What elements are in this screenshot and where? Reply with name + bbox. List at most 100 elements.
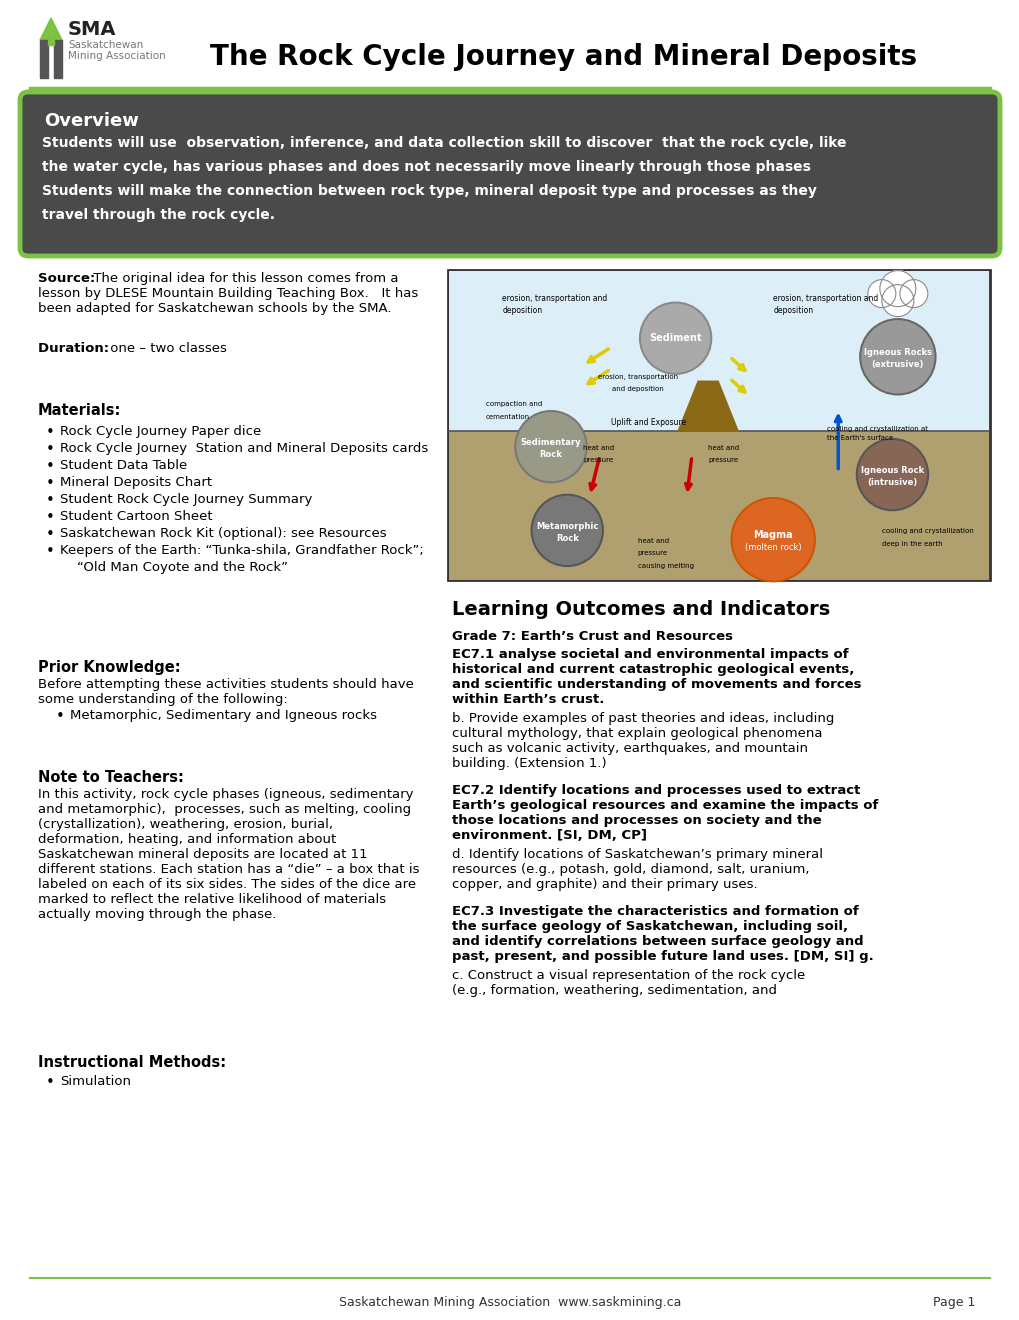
Text: b. Provide examples of past theories and ideas, including: b. Provide examples of past theories and… <box>451 711 834 725</box>
Text: (crystallization), weathering, erosion, burial,: (crystallization), weathering, erosion, … <box>38 818 332 832</box>
Circle shape <box>533 496 600 565</box>
Text: travel through the rock cycle.: travel through the rock cycle. <box>42 209 275 222</box>
Text: Sediment: Sediment <box>649 333 701 343</box>
Text: The original idea for this lesson comes from a: The original idea for this lesson comes … <box>89 272 398 285</box>
Text: cultural mythology, that explain geological phenomena: cultural mythology, that explain geologi… <box>451 727 821 741</box>
Text: “Old Man Coyote and the Rock”: “Old Man Coyote and the Rock” <box>60 561 287 574</box>
Text: lesson by DLESE Mountain Building Teaching Box.   It has: lesson by DLESE Mountain Building Teachi… <box>38 286 418 300</box>
Circle shape <box>641 304 709 372</box>
Text: pressure: pressure <box>583 457 613 463</box>
Circle shape <box>859 319 935 395</box>
Text: Materials:: Materials: <box>38 403 121 418</box>
Text: environment. [SI, DM, CP]: environment. [SI, DM, CP] <box>451 829 646 842</box>
Text: resources (e.g., potash, gold, diamond, salt, uranium,: resources (e.g., potash, gold, diamond, … <box>451 863 809 876</box>
Text: Learning Outcomes and Indicators: Learning Outcomes and Indicators <box>451 601 829 619</box>
Text: cementation: cementation <box>485 413 530 420</box>
Text: Source:: Source: <box>38 272 95 285</box>
Text: Page 1: Page 1 <box>931 1296 974 1309</box>
Text: and deposition: and deposition <box>611 385 663 392</box>
Text: Student Rock Cycle Journey Summary: Student Rock Cycle Journey Summary <box>60 492 312 506</box>
Bar <box>448 271 988 432</box>
Text: Igneous Rock: Igneous Rock <box>860 466 923 475</box>
Text: •: • <box>46 510 55 525</box>
Text: and identify correlations between surface geology and: and identify correlations between surfac… <box>451 935 863 948</box>
Text: In this activity, rock cycle phases (igneous, sedimentary: In this activity, rock cycle phases (ign… <box>38 788 413 801</box>
Text: Rock Cycle Journey Paper dice: Rock Cycle Journey Paper dice <box>60 425 261 438</box>
Text: Grade 7: Earth’s Crust and Resources: Grade 7: Earth’s Crust and Resources <box>451 630 733 643</box>
Text: different stations. Each station has a “die” – a box that is: different stations. Each station has a “… <box>38 863 419 876</box>
Text: Students will use  observation, inference, and data collection skill to discover: Students will use observation, inference… <box>42 136 846 150</box>
Text: the water cycle, has various phases and does not necessarily move linearly throu: the water cycle, has various phases and … <box>42 160 810 174</box>
Polygon shape <box>40 40 48 78</box>
Text: •: • <box>46 477 55 491</box>
Text: Uplift and Exposure: Uplift and Exposure <box>610 418 686 426</box>
Text: •: • <box>46 1074 55 1090</box>
Text: Saskatchewan: Saskatchewan <box>68 40 143 50</box>
Text: •: • <box>46 527 55 543</box>
Text: (molten rock): (molten rock) <box>744 544 801 552</box>
Text: Instructional Methods:: Instructional Methods: <box>38 1055 226 1071</box>
Text: EC7.2 Identify locations and processes used to extract: EC7.2 Identify locations and processes u… <box>451 784 860 797</box>
Circle shape <box>861 321 933 393</box>
Text: Note to Teachers:: Note to Teachers: <box>38 770 183 785</box>
Text: compaction and: compaction and <box>485 401 542 408</box>
Text: Rock Cycle Journey  Station and Mineral Deposits cards: Rock Cycle Journey Station and Mineral D… <box>60 442 428 455</box>
Circle shape <box>858 441 925 508</box>
Circle shape <box>879 271 915 306</box>
Circle shape <box>856 438 927 511</box>
Text: heat and: heat and <box>583 445 614 451</box>
Text: c. Construct a visual representation of the rock cycle: c. Construct a visual representation of … <box>451 969 804 982</box>
Text: erosion, transportation: erosion, transportation <box>597 374 677 380</box>
Text: cooling and crystallization: cooling and crystallization <box>880 528 972 535</box>
Text: and metamorphic),  processes, such as melting, cooling: and metamorphic), processes, such as mel… <box>38 803 411 816</box>
Text: Saskatchewan mineral deposits are located at 11: Saskatchewan mineral deposits are locate… <box>38 847 367 861</box>
Text: Students will make the connection between rock type, mineral deposit type and pr: Students will make the connection betwee… <box>42 183 816 198</box>
Text: (extrusive): (extrusive) <box>871 360 923 370</box>
FancyBboxPatch shape <box>20 92 999 256</box>
Text: Keepers of the Earth: “Tunka-shila, Grandfather Rock”;: Keepers of the Earth: “Tunka-shila, Gran… <box>60 544 423 557</box>
Text: past, present, and possible future land uses. [DM, SI] g.: past, present, and possible future land … <box>451 950 873 964</box>
Text: cooling and crystallization at: cooling and crystallization at <box>826 426 927 432</box>
Text: EC7.1 analyse societal and environmental impacts of: EC7.1 analyse societal and environmental… <box>451 648 848 661</box>
Text: Mineral Deposits Chart: Mineral Deposits Chart <box>60 477 212 488</box>
Text: •: • <box>46 425 55 440</box>
Text: (e.g., formation, weathering, sedimentation, and: (e.g., formation, weathering, sedimentat… <box>451 983 776 997</box>
Text: the surface geology of Saskatchewan, including soil,: the surface geology of Saskatchewan, inc… <box>451 920 847 933</box>
Text: pressure: pressure <box>637 550 667 556</box>
Text: and scientific understanding of movements and forces: and scientific understanding of movement… <box>451 678 861 690</box>
Text: Mining Association: Mining Association <box>68 51 166 61</box>
Text: deposition: deposition <box>501 306 542 315</box>
Circle shape <box>515 411 586 483</box>
Text: Duration:: Duration: <box>38 342 114 355</box>
Text: d. Identify locations of Saskatchewan’s primary mineral: d. Identify locations of Saskatchewan’s … <box>451 847 822 861</box>
Text: Simulation: Simulation <box>60 1074 130 1088</box>
Bar <box>447 271 989 579</box>
Text: Student Data Table: Student Data Table <box>60 459 187 473</box>
Text: been adapted for Saskatchewan schools by the SMA.: been adapted for Saskatchewan schools by… <box>38 302 391 315</box>
Circle shape <box>731 498 814 582</box>
Text: deep in the earth: deep in the earth <box>880 541 942 546</box>
Text: those locations and processes on society and the: those locations and processes on society… <box>451 814 821 828</box>
Polygon shape <box>54 40 62 78</box>
Text: The Rock Cycle Journey and Mineral Deposits: The Rock Cycle Journey and Mineral Depos… <box>210 44 916 71</box>
Text: Metamorphic, Sedimentary and Igneous rocks: Metamorphic, Sedimentary and Igneous roc… <box>70 709 377 722</box>
Text: •: • <box>46 492 55 508</box>
Text: labeled on each of its six sides. The sides of the dice are: labeled on each of its six sides. The si… <box>38 878 416 891</box>
Text: Saskatchewan Mining Association  www.saskmining.ca: Saskatchewan Mining Association www.sask… <box>338 1296 681 1309</box>
Text: Before attempting these activities students should have: Before attempting these activities stude… <box>38 678 414 690</box>
Text: Sedimentary: Sedimentary <box>520 438 581 447</box>
Text: erosion, transportation and: erosion, transportation and <box>772 294 877 304</box>
Text: some understanding of the following:: some understanding of the following: <box>38 693 287 706</box>
Circle shape <box>733 500 812 579</box>
Text: •: • <box>46 459 55 474</box>
Polygon shape <box>40 18 62 40</box>
Text: copper, and graphite) and their primary uses.: copper, and graphite) and their primary … <box>451 878 757 891</box>
Circle shape <box>899 280 927 308</box>
Polygon shape <box>678 381 738 432</box>
Text: building. (Extension 1.): building. (Extension 1.) <box>451 756 606 770</box>
Text: (intrusive): (intrusive) <box>866 478 917 487</box>
Bar <box>448 432 988 579</box>
Text: within Earth’s crust.: within Earth’s crust. <box>451 693 604 706</box>
Text: SMA: SMA <box>68 20 116 40</box>
Text: •: • <box>46 442 55 457</box>
